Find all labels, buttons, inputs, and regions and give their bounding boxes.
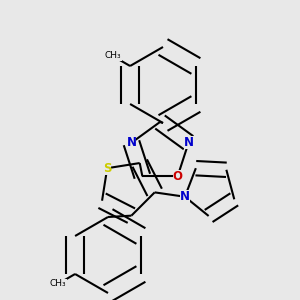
Text: N: N — [184, 136, 194, 149]
Text: CH₃: CH₃ — [50, 280, 66, 289]
Text: O: O — [172, 170, 183, 183]
Text: S: S — [103, 162, 112, 175]
Text: N: N — [127, 136, 136, 149]
Text: CH₃: CH₃ — [104, 52, 121, 61]
Text: N: N — [180, 190, 190, 203]
